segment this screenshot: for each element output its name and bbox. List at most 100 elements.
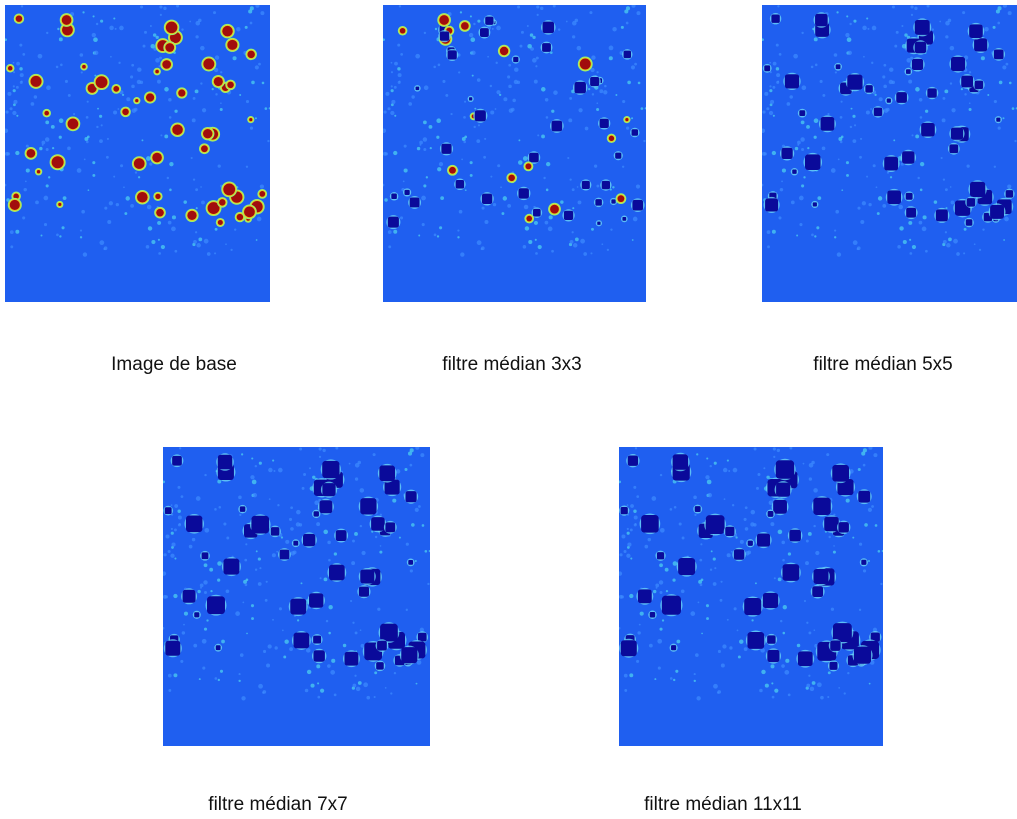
caption: Image de base [111,354,237,375]
image-detail [495,61,498,65]
image-detail [599,118,609,128]
image-detail [192,178,196,181]
image-detail [918,98,923,102]
image-detail [596,184,600,188]
image-detail [258,62,261,66]
image-detail [390,110,395,116]
image-detail [76,168,82,173]
image-detail [187,210,197,221]
image-detail [620,595,624,599]
image-detail [626,527,629,531]
image-detail [85,140,89,144]
image-detail [249,6,254,11]
image-detail [401,647,418,664]
image-detail [313,511,319,517]
image-detail [760,648,765,653]
image-detail [163,480,166,484]
image-detail [596,102,599,105]
image-detail [862,463,866,467]
image-detail [164,507,172,515]
image-detail [104,206,108,210]
image-detail [634,447,638,450]
image-detail [577,200,582,205]
image-detail [797,143,800,146]
image-detail [764,65,771,72]
image-detail [865,85,873,93]
image-detail [217,578,221,582]
image-detail [195,207,198,210]
image-detail [523,204,529,210]
image-detail [113,86,120,92]
image-detail [226,536,230,540]
image-detail [676,639,681,644]
image-detail [805,561,809,566]
image-detail [249,126,254,130]
image-detail [82,252,88,257]
image-detail [832,623,852,643]
image-detail [174,528,177,532]
image-detail [414,560,417,563]
image-detail [722,644,727,649]
image-detail [540,6,544,11]
image-detail [633,523,637,527]
image-detail [500,186,502,189]
image-detail [377,640,387,651]
image-detail [499,93,502,97]
image-detail [545,188,549,192]
image-detail [19,43,23,47]
image-detail [385,91,390,96]
image-detail [318,455,322,459]
image-detail [239,653,244,657]
image-detail [48,176,51,179]
image-detail [403,144,407,148]
image-detail [574,18,579,23]
image-detail [693,495,697,500]
image-detail [313,635,322,644]
image-detail [925,249,928,253]
image-detail [904,33,908,37]
image-detail [571,231,574,234]
image-detail [185,515,203,533]
image-detail [15,15,23,22]
image-detail [705,475,710,480]
image-detail [763,467,766,470]
image-detail [293,632,310,649]
image-detail [814,235,817,238]
image-detail [304,688,309,693]
image-detail [333,552,338,556]
image-detail [811,460,815,465]
image-detail [820,116,835,131]
image-detail [590,252,593,255]
image-detail [160,134,163,137]
image-detail [731,550,733,553]
image-detail [6,198,10,202]
image-detail [772,61,777,66]
image-detail [131,84,135,89]
image-detail [620,25,624,29]
image-detail [352,683,357,688]
image-detail [968,71,972,74]
image-detail [172,455,182,466]
image-detail [79,236,83,239]
image-detail [157,220,162,225]
image-detail [710,550,713,553]
image-detail [849,22,852,26]
image-detail [636,659,640,663]
image-detail [350,599,353,603]
image-detail [165,43,175,52]
image-detail [902,151,915,164]
image-detail [323,577,328,582]
image-detail [769,71,772,74]
image-detail [397,73,402,78]
image-detail [423,85,429,91]
image-detail [80,71,83,74]
image-detail [203,563,208,568]
image-detail [744,598,762,616]
image-detail [223,183,236,196]
image-detail [463,115,466,119]
image-detail [411,523,415,527]
image-detail [813,524,816,528]
image-detail [13,193,19,200]
image-detail [814,63,818,67]
image-detail [100,124,103,127]
